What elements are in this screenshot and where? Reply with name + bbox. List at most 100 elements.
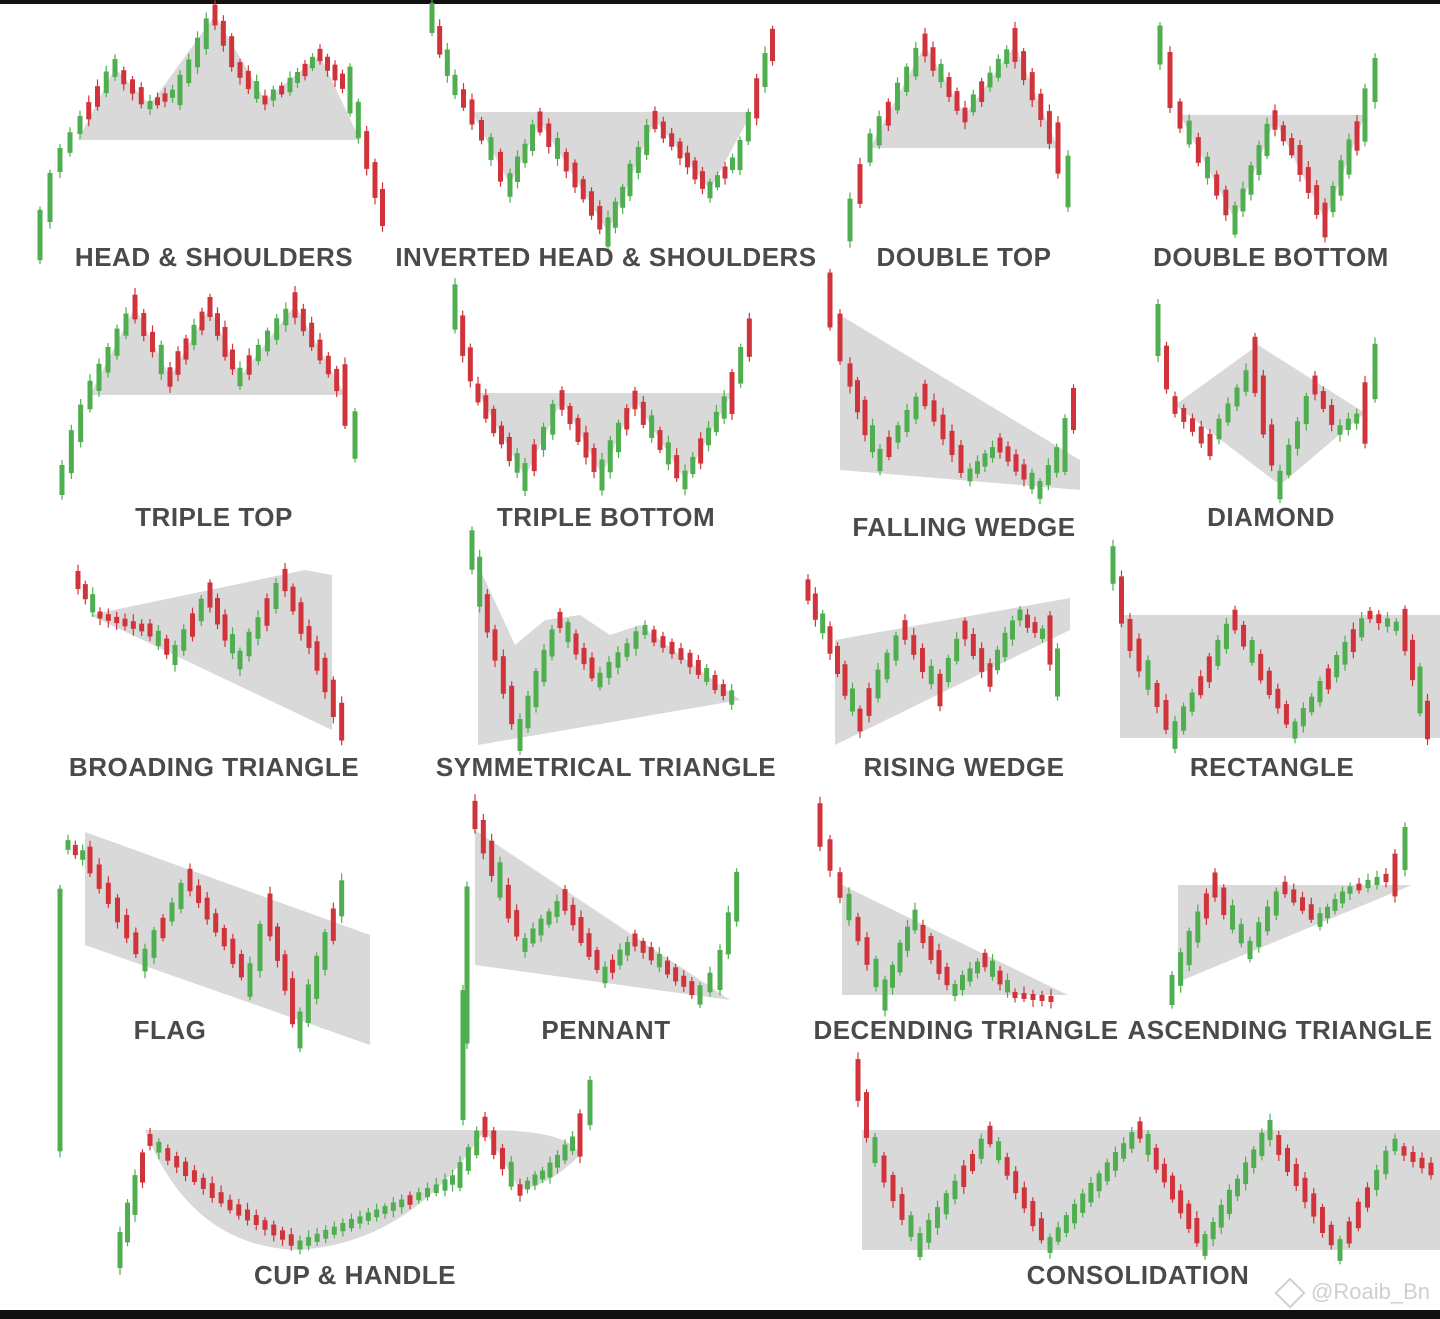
bearish-candle [1203, 893, 1209, 919]
bullish-candle [57, 888, 63, 1152]
bullish-candle [606, 662, 612, 678]
bullish-candle [237, 650, 243, 670]
bullish-candle [599, 459, 605, 491]
bearish-candle [105, 614, 111, 621]
bearish-candle [282, 568, 288, 592]
bearish-candle [339, 702, 345, 741]
falling-wedge-diagram [827, 268, 1080, 505]
bullish-candle [762, 52, 768, 88]
bullish-candle [555, 138, 560, 159]
bearish-candle [1119, 576, 1124, 624]
bearish-candle [970, 1154, 975, 1171]
bullish-candle [1303, 395, 1309, 425]
bearish-candle [262, 95, 268, 105]
bearish-candle [1419, 1157, 1425, 1169]
bullish-candle [474, 1130, 480, 1156]
bearish-candle [632, 933, 638, 947]
bullish-candle [870, 425, 875, 453]
bearish-candle [105, 882, 111, 904]
bearish-candle [660, 636, 666, 648]
bullish-candle [1047, 1237, 1053, 1253]
bearish-candle [1154, 683, 1160, 707]
bearish-candle [1194, 1217, 1200, 1244]
bearish-candle [970, 634, 976, 656]
bullish-candle [67, 132, 73, 153]
bullish-candle [625, 942, 630, 956]
bearish-candle [1198, 426, 1204, 444]
bearish-candle [1223, 189, 1229, 216]
bearish-candle [480, 819, 486, 854]
bearish-candle [491, 408, 497, 434]
bearish-candle [597, 206, 603, 230]
bearish-candle [1013, 454, 1019, 472]
bearish-candle [229, 36, 235, 68]
bearish-candle [1320, 391, 1326, 409]
bullish-candle [1181, 706, 1187, 731]
bullish-candle [908, 1215, 914, 1237]
bearish-candle [997, 970, 1003, 985]
bullish-candle [1010, 620, 1015, 640]
bearish-candle [692, 160, 698, 180]
bearish-candle [886, 436, 892, 458]
bearish-candle [317, 48, 323, 62]
bearish-candle [380, 189, 385, 226]
bullish-candle [876, 116, 882, 146]
bearish-candle [1392, 853, 1398, 897]
bullish-candle [457, 1162, 463, 1188]
bullish-candle [132, 1175, 138, 1215]
bearish-candle [946, 77, 952, 97]
bearish-candle [936, 950, 942, 974]
bullish-candle [514, 453, 520, 473]
bearish-candle [1005, 446, 1011, 462]
bearish-candle [215, 313, 220, 336]
bearish-candle [940, 414, 946, 440]
bullish-candle [78, 404, 84, 443]
bullish-candle [1337, 1239, 1343, 1261]
bullish-candle [1037, 481, 1043, 499]
bullish-candle [508, 1161, 514, 1187]
bullish-candle [1230, 905, 1235, 930]
bearish-candle [1039, 995, 1045, 1001]
bearish-candle [96, 864, 102, 889]
bullish-candle [1202, 1234, 1208, 1256]
bearish-candle [546, 123, 552, 147]
bullish-candle [555, 1154, 560, 1168]
bearish-candle [1325, 668, 1331, 690]
bullish-candle [339, 880, 345, 917]
bullish-candle [704, 668, 710, 682]
bearish-candle [562, 889, 568, 911]
pattern-symmetrical-triangle: SYMMETRICAL TRIANGLE [436, 526, 776, 795]
bearish-candle [1012, 28, 1018, 62]
bullish-candle [1359, 618, 1365, 638]
decending-triangle-diagram [817, 796, 1068, 1017]
bullish-candle [730, 157, 735, 170]
bearish-candle [300, 308, 306, 332]
bearish-candle [1346, 1221, 1352, 1244]
bearish-candle [1282, 881, 1288, 895]
bullish-candle [717, 949, 723, 991]
bullish-candle [374, 1209, 380, 1218]
bearish-candle [364, 131, 370, 169]
bullish-candle [612, 201, 618, 228]
bullish-candle [287, 77, 293, 93]
bullish-candle [627, 163, 633, 197]
bullish-candle [1080, 1193, 1086, 1213]
bullish-candle [533, 670, 539, 708]
bullish-candle [926, 1219, 932, 1243]
bullish-candle [158, 344, 164, 375]
pattern-label: SYMMETRICAL TRIANGLE [435, 752, 777, 782]
pattern-double-top: DOUBLE TOP [830, 10, 1100, 290]
bullish-candle [1385, 618, 1390, 627]
pattern-label: INVERTED HEAD & SHOULDERS [395, 242, 817, 272]
bullish-candle [323, 1229, 329, 1239]
bullish-candle [649, 415, 655, 438]
bullish-candle [725, 912, 731, 955]
bullish-candle [1186, 930, 1192, 966]
bearish-candle [890, 1174, 896, 1202]
bearish-candle [1207, 433, 1213, 457]
bullish-candle [1055, 648, 1060, 697]
bearish-candle [1170, 1175, 1175, 1200]
bearish-candle [922, 33, 928, 57]
bearish-candle [114, 616, 120, 624]
bearish-candle [722, 166, 728, 179]
